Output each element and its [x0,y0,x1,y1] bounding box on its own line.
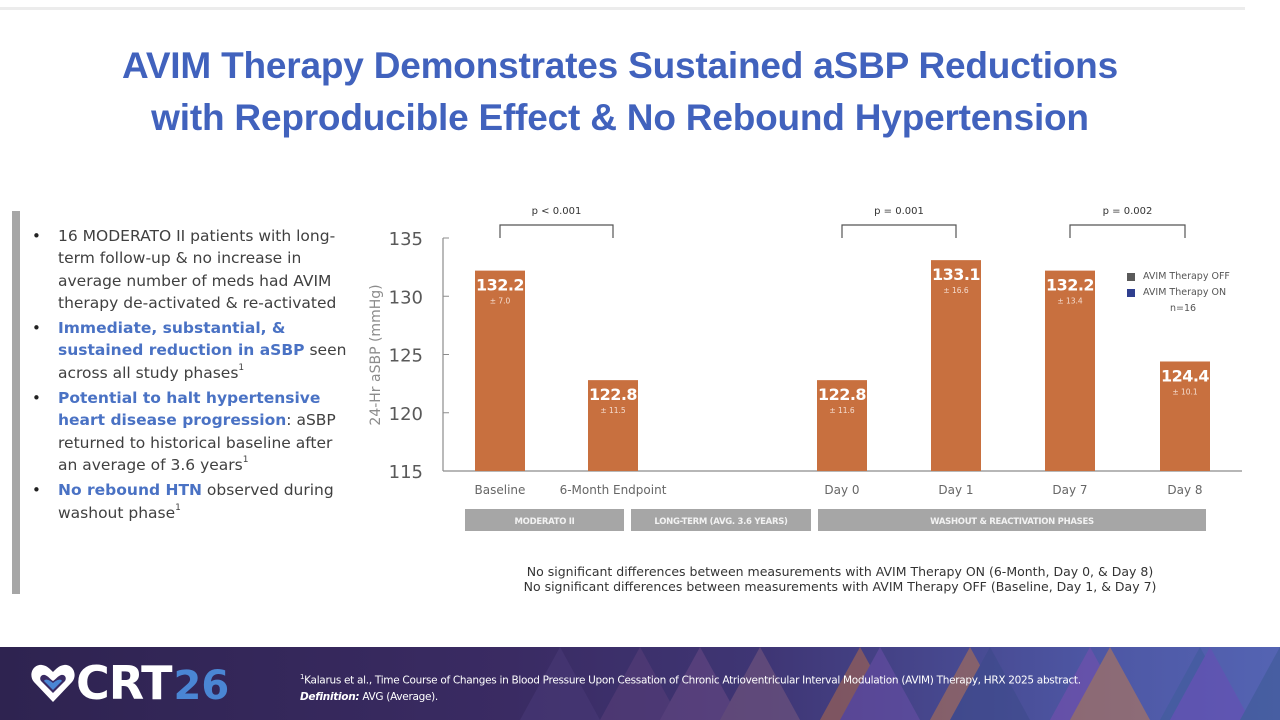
bullet-text: observed during washout phase [58,481,334,522]
bullet-dot-icon: • [32,227,41,245]
legend-label-on: AVIM Therapy ON [1143,287,1227,298]
x-tick-label: Day 0 [824,483,859,497]
bar-value-label: 132.2 [1046,276,1094,295]
y-tick-label: 130 [389,287,423,308]
bar-value-label: 124.4 [1161,366,1209,385]
bar-sd-label: ± 7.0 [490,297,511,306]
bullet-dot-icon: • [32,319,41,338]
bar-day-1 [931,260,981,471]
bar-sd-label: ± 11.5 [600,406,626,415]
bullet-text: seen across all study phases [58,341,347,382]
bar-chart: 115 120 125 130 135 24-Hr aSBP (mmHg) 132.2 ± 7… [368,206,1242,531]
bullet-highlight: Immediate, substantial, & sustained redu… [58,319,305,360]
legend-label-off: AVIM Therapy OFF [1143,271,1230,282]
crt26-logo: CRT 26 [30,657,229,709]
bar-value-label: 132.2 [476,276,524,295]
phase-label: LONG-TERM (AVG. 3.6 YEARS) [654,517,788,527]
bar-day-7 [1045,270,1095,471]
bar-sd-label: ± 16.6 [943,286,969,295]
footer-banner: CRT 26 1Kalarus et al., Time Course of C… [0,647,1280,720]
bullet-item: • Potential to halt hypertensive heart di… [30,387,350,476]
x-tick-label: Day 1 [938,483,973,497]
bar-baseline [475,270,525,471]
phase-box [465,509,624,531]
bullet-list: • 16 MODERATO II patients with long-term … [30,225,350,527]
bullet-dot-icon: • [32,481,41,500]
heart-logo-icon [31,664,75,702]
footnote-ref: 1 [238,362,245,373]
y-axis-label: 24-Hr aSBP (mmHg) [368,284,384,425]
bullet-highlight: No rebound HTN [58,481,202,500]
legend-entry-on: AVIM Therapy ON [1127,285,1230,301]
phase-box [818,509,1206,531]
x-tick-label: 6-Month Endpoint [560,483,667,497]
bar-value-label: 133.1 [932,265,980,284]
legend-swatch-on [1127,289,1135,297]
footer-triangle-pattern [520,647,1280,720]
slide-title: AVIM Therapy Demonstrates Sustained aSBP… [0,40,1240,144]
x-tick-label: Day 7 [1052,483,1087,497]
p-value-label: p = 0.001 [874,206,924,217]
logo-text: CRT [76,656,172,710]
bar-value-label: 122.8 [818,385,866,404]
bar-6-month-endpoint [588,380,638,471]
y-tick-label: 120 [389,404,423,425]
p-value-label: p = 0.002 [1103,206,1153,217]
legend-entry-off: AVIM Therapy OFF [1127,269,1230,285]
note-therapy-off: No significant differences between measu… [523,579,1157,594]
legend-swatch-off [1127,273,1135,281]
phase-label: WASHOUT & REACTIVATION PHASES [930,517,1094,527]
bullet-item: • Immediate, substantial, & sustained red… [30,317,350,384]
bullet-dot-icon: • [32,389,41,408]
significance-bracket [499,224,614,238]
chart-legend: AVIM Therapy OFF AVIM Therapy ON n=16 [1127,269,1230,317]
phase-label: MODERATO II [514,517,574,527]
citation-reference: 1Kalarus et al., Time Course of Changes … [300,673,1081,687]
y-tick-label: 135 [389,229,423,250]
bullet-text: 16 MODERATO II patients with long-term f… [58,227,337,312]
bullet-item: • 16 MODERATO II patients with long-term … [30,225,350,314]
bullet-text: : aSBP returned to historical baseline a… [58,411,336,474]
bullet-item: • No rebound HTN observed during washout … [30,479,350,524]
bar-sd-label: ± 13.4 [1057,297,1083,306]
title-line-2: with Reproducible Effect & No Rebound Hy… [151,97,1089,138]
x-tick-label: Day 8 [1167,483,1202,497]
bar-sd-label: ± 11.6 [829,406,855,415]
p-value-label: p < 0.001 [532,206,582,217]
definition: Definition: AVG (Average). [300,690,438,703]
footnote-ref: 1 [175,502,181,513]
bar-sd-label: ± 10.1 [1172,387,1198,396]
x-tick-label: Baseline [475,483,526,497]
logo-year: 26 [173,663,230,709]
legend-sample-size: n=16 [1170,303,1197,314]
significance-bracket [1069,224,1186,238]
left-accent-bar [12,211,20,594]
footnote-ref: 1 [242,454,249,465]
citation: 1Kalarus et al., Time Course of Changes … [300,669,1260,705]
phase-box [631,509,811,531]
bullet-highlight: Potential to halt hypertensive heart dis… [58,389,321,430]
top-rule [0,7,1245,10]
note-therapy-on: No significant differences between measu… [526,564,1154,579]
y-tick-label: 115 [389,462,423,483]
title-line-1: AVIM Therapy Demonstrates Sustained aSBP… [122,45,1118,86]
significance-bracket [841,224,957,238]
y-tick-label: 125 [389,346,423,367]
bar-day-0 [817,380,867,471]
bar-day-8 [1160,361,1210,471]
bar-value-label: 122.8 [589,385,637,404]
